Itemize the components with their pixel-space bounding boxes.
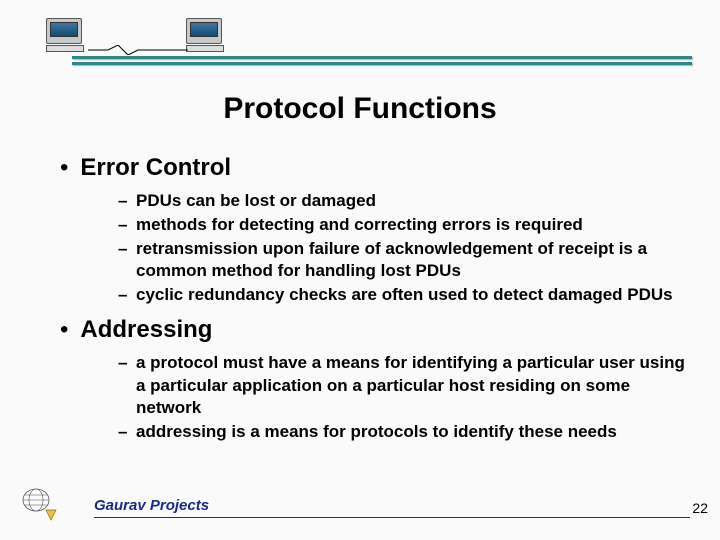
sub-item: –PDUs can be lost or damaged	[118, 190, 690, 212]
sub-list: –a protocol must have a means for identi…	[60, 352, 690, 442]
sub-list: –PDUs can be lost or damaged –methods fo…	[60, 190, 690, 306]
bullet-dot-icon: •	[60, 318, 68, 342]
bullet-main: • Error Control	[60, 154, 690, 182]
bullet-dot-icon: •	[60, 156, 68, 180]
sub-item: –methods for detecting and correcting er…	[118, 214, 690, 236]
bullet-main: • Addressing	[60, 316, 690, 344]
slide-content: • Error Control –PDUs can be lost or dam…	[0, 154, 720, 443]
sub-item: –cyclic redundancy checks are often used…	[118, 284, 690, 306]
bullet-heading: Addressing	[80, 316, 212, 344]
zigzag-connector-icon	[88, 42, 188, 52]
footer: Gaurav Projects 22	[0, 486, 720, 526]
globe-web-icon	[18, 486, 58, 522]
sub-item: –a protocol must have a means for identi…	[118, 352, 690, 418]
slide-title: Protocol Functions	[0, 92, 720, 126]
footer-label: Gaurav Projects	[94, 497, 209, 514]
sub-item: –addressing is a means for protocols to …	[118, 421, 690, 443]
footer-underline	[94, 517, 690, 518]
divider-rule	[72, 56, 692, 65]
sub-item: –retransmission upon failure of acknowle…	[118, 238, 690, 282]
computer-icon	[46, 18, 90, 56]
bullet-heading: Error Control	[80, 154, 231, 182]
page-number: 22	[692, 500, 708, 516]
computer-icon	[186, 18, 230, 56]
header-area	[0, 0, 720, 70]
